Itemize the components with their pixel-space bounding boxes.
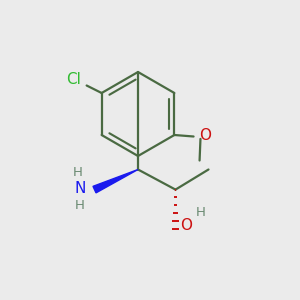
Text: N: N xyxy=(74,181,86,196)
Text: O: O xyxy=(180,218,192,232)
Text: H: H xyxy=(75,199,85,212)
Text: Cl: Cl xyxy=(66,72,81,87)
Text: H: H xyxy=(196,206,206,219)
Polygon shape xyxy=(93,169,138,193)
Text: H: H xyxy=(73,166,83,179)
Text: O: O xyxy=(200,128,211,142)
